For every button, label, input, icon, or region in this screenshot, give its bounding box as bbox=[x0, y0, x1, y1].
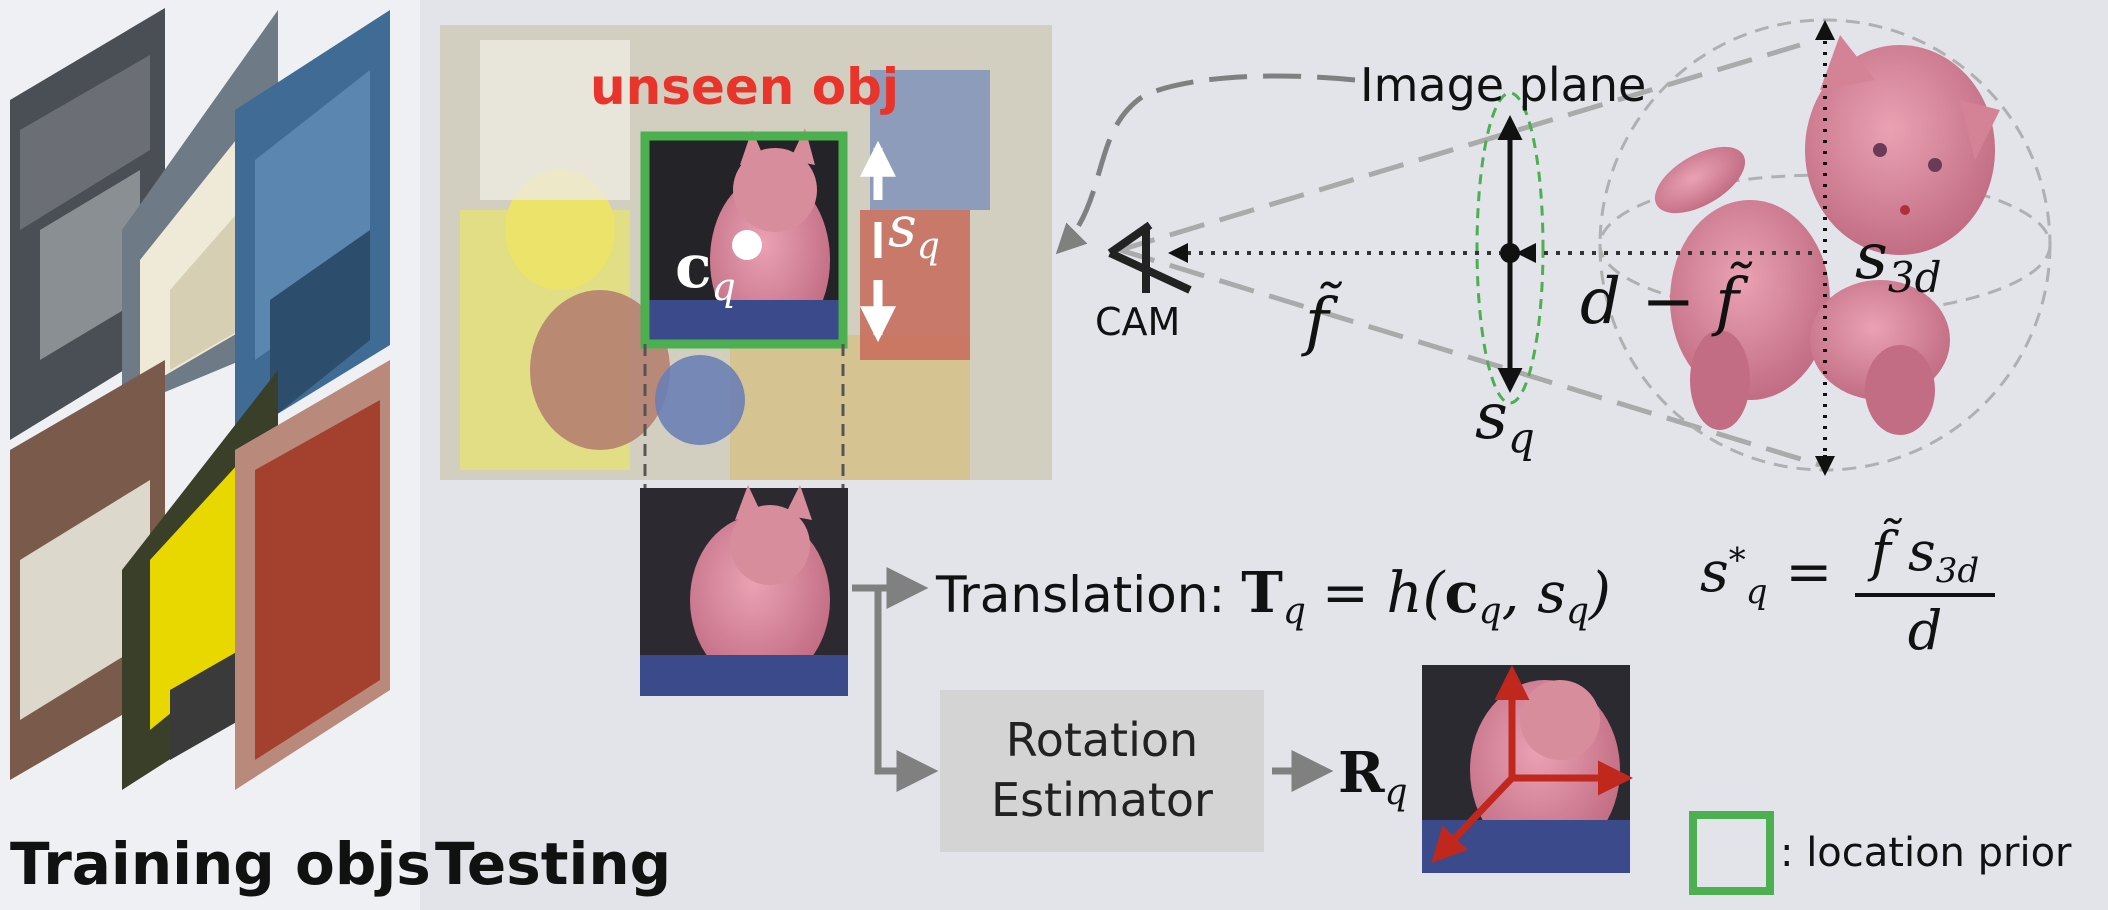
d-minus-f-label: d − f̃ bbox=[1580, 265, 1739, 339]
image-plane-label: Image plane bbox=[1360, 58, 1647, 112]
cam-label: CAM bbox=[1095, 300, 1181, 344]
testing-title: Testing bbox=[435, 830, 672, 898]
f-tilde-label: f̃ bbox=[1305, 285, 1329, 359]
s-q-scene-label: sq bbox=[888, 195, 940, 268]
fraction-numerator: f̃ s3d bbox=[1870, 520, 1980, 591]
T-q: T bbox=[1241, 560, 1283, 626]
rotation-estimator-box: Rotation Estimator bbox=[940, 690, 1264, 852]
s-q-plane-label: sq bbox=[1475, 380, 1535, 462]
training-images bbox=[10, 8, 390, 790]
s-star-equation: s*q = bbox=[1700, 540, 1833, 613]
fraction: f̃ s3d d bbox=[1855, 520, 1995, 662]
legend-location-prior-label: : location prior bbox=[1780, 830, 2072, 876]
rotation-estimator-line2: Estimator bbox=[991, 773, 1213, 827]
fraction-denominator: d bbox=[1907, 598, 1943, 662]
legend-location-prior-swatch bbox=[1689, 811, 1774, 895]
cropped-patch bbox=[640, 485, 848, 696]
center-point bbox=[732, 230, 762, 260]
unseen-obj-label: unseen obj bbox=[590, 58, 900, 116]
R-q-label: Rq bbox=[1338, 740, 1408, 814]
rotation-axes bbox=[1431, 665, 1633, 864]
projection-geometry bbox=[1055, 18, 2052, 476]
training-title: Training objs bbox=[10, 830, 431, 898]
translation-label: Translation: bbox=[936, 566, 1226, 624]
cat-object bbox=[1654, 35, 2000, 435]
s-3d-label: s3d bbox=[1855, 220, 1942, 302]
rotation-result-patch bbox=[1422, 665, 1633, 873]
c-q-label: cq bbox=[675, 232, 736, 309]
location-prior-box bbox=[640, 131, 848, 349]
camera-icon bbox=[1107, 221, 1192, 294]
rotation-estimator-line1: Rotation bbox=[1005, 713, 1199, 768]
flow-arrows bbox=[852, 567, 1334, 792]
translation-equation: Translation: Tq = h(cq, sq) bbox=[936, 560, 1611, 632]
